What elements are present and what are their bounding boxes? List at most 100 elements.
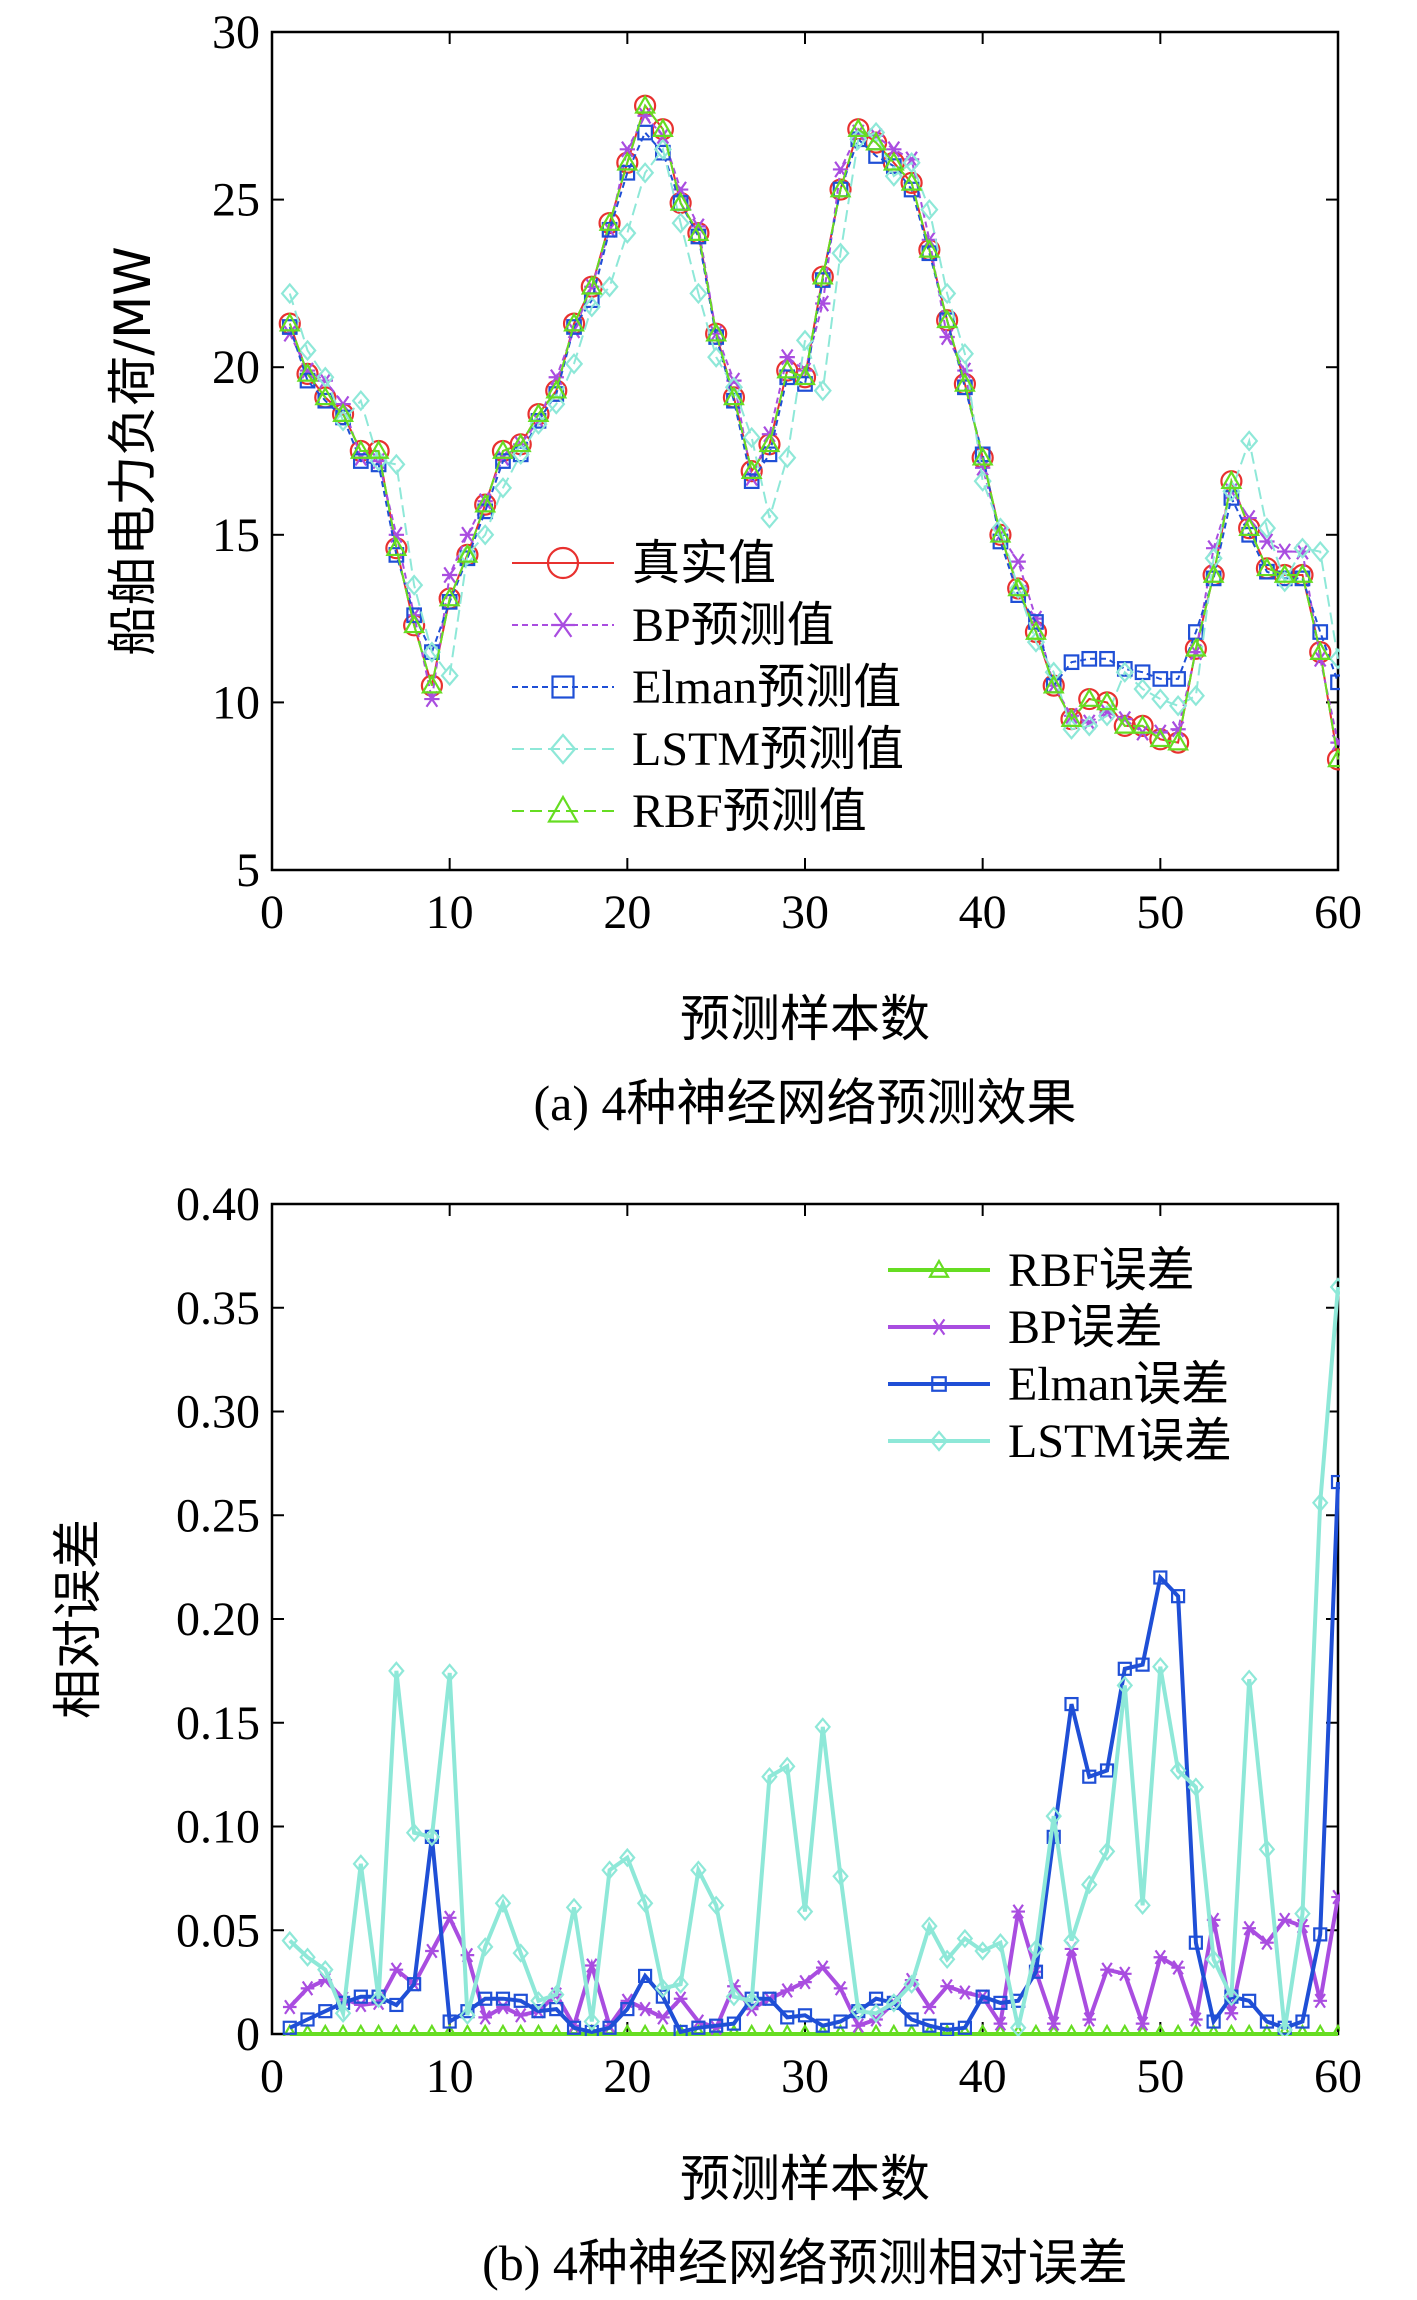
data-point <box>352 453 369 469</box>
legend-item: LSTM预测值 <box>512 723 904 776</box>
legend-label: RBF预测值 <box>632 785 867 838</box>
data-point <box>1238 516 1261 536</box>
data-point <box>814 1717 832 1737</box>
data-point <box>1063 1930 1080 1951</box>
legend-label: RBF误差 <box>1008 1244 1195 1297</box>
x-tick-label: 40 <box>959 886 1007 939</box>
data-point <box>549 2023 564 2036</box>
data-point <box>636 1893 654 1913</box>
data-point <box>389 1962 404 1978</box>
data-point <box>975 1989 990 2004</box>
data-point <box>975 2023 990 2036</box>
data-point <box>620 2001 635 2017</box>
data-point <box>1025 620 1047 640</box>
chart-b-y-ticks: 0 0.05 0.10 0.15 0.20 0.25 0.30 0.35 0.40 <box>176 1178 1338 2061</box>
data-point <box>1099 650 1115 667</box>
data-point <box>1153 1949 1168 1965</box>
data-point <box>441 1663 458 1683</box>
data-point <box>762 1991 777 2006</box>
chart-b-series <box>281 1277 1340 2036</box>
data-point <box>1027 1939 1045 1959</box>
data-point <box>1223 1986 1240 2007</box>
data-point <box>1133 678 1152 700</box>
data-point <box>1188 1935 1203 1950</box>
legend-marker <box>551 675 575 699</box>
data-point <box>1046 2023 1061 2036</box>
data-point <box>1170 720 1186 738</box>
data-point <box>1082 2012 1097 2027</box>
data-point <box>920 198 939 221</box>
data-point <box>618 222 637 244</box>
data-point <box>974 1941 991 1961</box>
y-tick-label: 0 <box>236 2008 260 2061</box>
data-point <box>637 107 653 125</box>
data-point <box>867 2003 885 2023</box>
legend-marker <box>551 612 575 638</box>
data-point <box>425 1943 439 1959</box>
x-tick-label: 60 <box>1314 2050 1362 2103</box>
data-point <box>709 2018 724 2033</box>
data-point <box>1113 714 1136 734</box>
y-tick-label: 20 <box>212 341 260 394</box>
data-point <box>1100 1962 1114 1978</box>
data-point <box>690 1860 707 1880</box>
legend-item: LSTM误差 <box>888 1415 1232 1468</box>
data-point <box>1169 1760 1187 1781</box>
data-point <box>385 536 408 557</box>
data-point <box>620 2023 635 2036</box>
data-point <box>580 275 603 295</box>
data-point <box>1259 2014 1275 2029</box>
data-point <box>1206 2023 1221 2036</box>
data-point <box>992 1933 1009 1953</box>
data-point <box>813 379 832 402</box>
y-tick-label: 15 <box>212 509 260 562</box>
data-point <box>726 2023 741 2036</box>
data-point <box>778 447 797 469</box>
data-point <box>936 309 959 329</box>
data-point <box>1224 2023 1239 2036</box>
data-point <box>1220 469 1243 490</box>
data-point <box>1330 1474 1340 1490</box>
data-point <box>725 1986 743 2007</box>
data-point <box>1078 687 1101 707</box>
data-point <box>584 2024 599 2036</box>
data-point <box>1010 553 1026 570</box>
data-point <box>780 1982 795 1998</box>
data-point <box>1331 2023 1340 2036</box>
data-point <box>954 372 976 392</box>
data-point <box>1028 614 1044 630</box>
data-point <box>1277 1912 1292 1928</box>
legend-marker <box>547 794 579 823</box>
data-point <box>459 2005 476 2026</box>
y-tick-label: 0.35 <box>176 1282 260 1335</box>
data-point <box>938 1949 956 1969</box>
legend-item: BP预测值 <box>512 599 835 652</box>
series-0 <box>282 2023 1340 2036</box>
x-tick-label: 10 <box>426 886 474 939</box>
data-point <box>1295 2014 1310 2029</box>
data-point <box>955 343 974 365</box>
data-point <box>1100 2023 1115 2036</box>
data-point <box>1028 2023 1043 2036</box>
data-point <box>405 574 424 596</box>
data-point <box>1011 2023 1026 2036</box>
data-point <box>563 312 585 332</box>
data-point <box>795 329 815 352</box>
legend-item: Elman误差 <box>888 1358 1229 1411</box>
data-point <box>513 1993 528 2008</box>
data-point <box>1330 674 1340 691</box>
data-point <box>1291 563 1314 583</box>
series-line <box>288 1481 1340 2035</box>
chart-a-y-ticks: 5 10 15 20 25 30 <box>212 6 1338 897</box>
data-point <box>1313 1927 1328 1942</box>
data-point <box>958 1985 972 2000</box>
data-point <box>530 1991 547 2011</box>
data-point <box>582 296 601 318</box>
data-point <box>600 276 619 298</box>
data-point <box>918 238 941 258</box>
legend-label: 真实值 <box>632 537 776 590</box>
data-point <box>440 664 459 687</box>
data-point <box>1082 2023 1097 2036</box>
data-point <box>638 2023 653 2036</box>
data-point <box>1096 691 1118 711</box>
